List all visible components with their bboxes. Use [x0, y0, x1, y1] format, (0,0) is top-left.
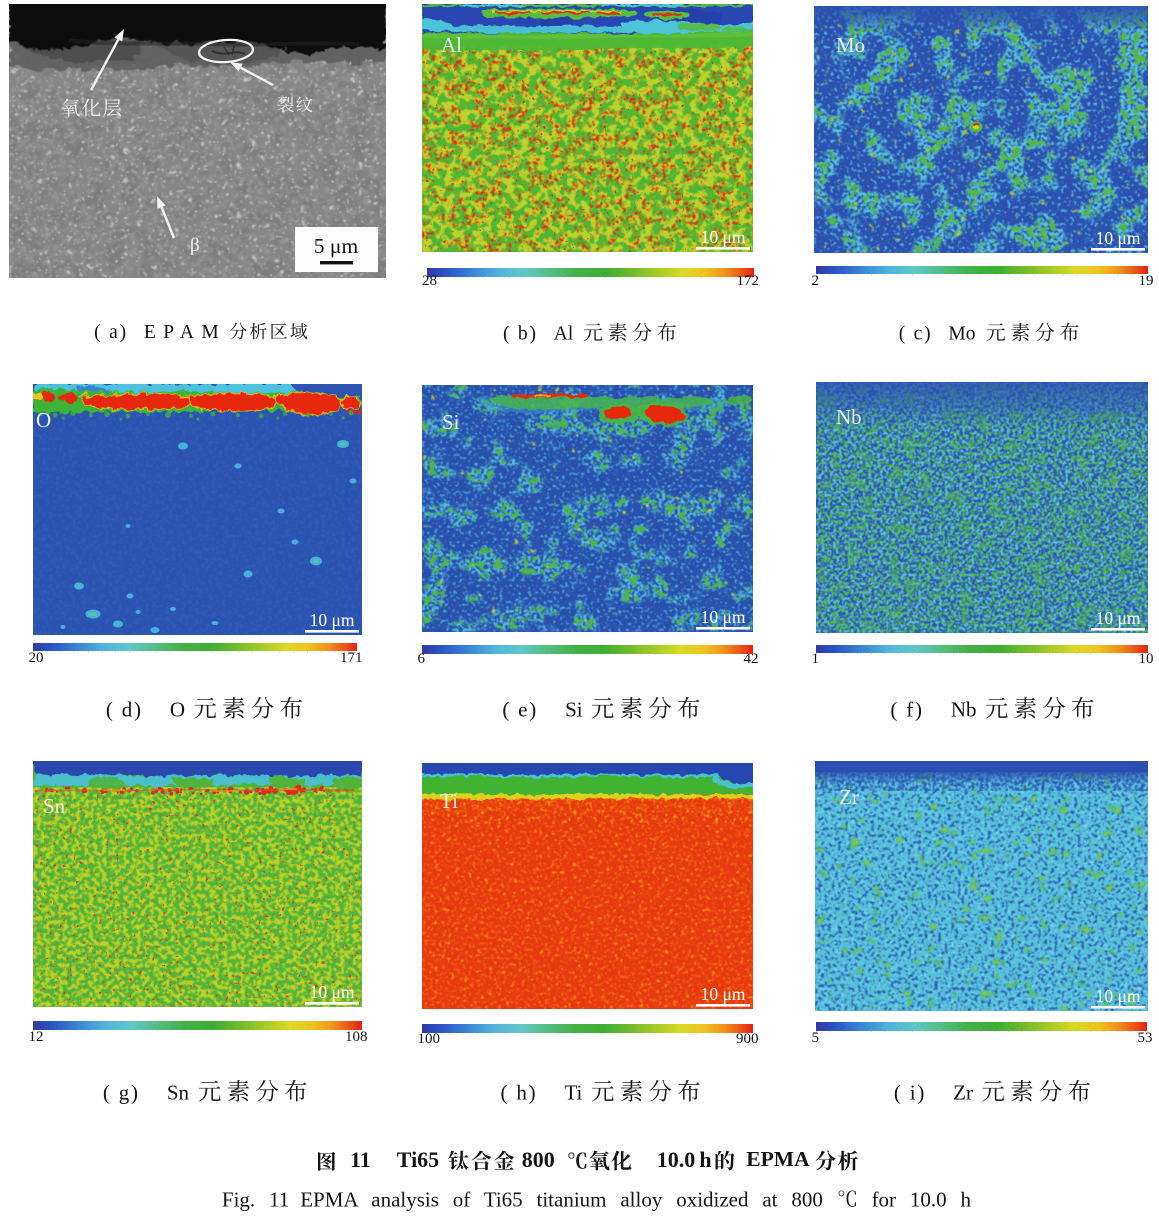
svg-text:Al: Al	[441, 33, 462, 57]
svg-text:β: β	[190, 235, 200, 256]
svg-text:5 μm: 5 μm	[314, 234, 359, 258]
svg-text:10 μm: 10 μm	[1096, 986, 1141, 1006]
svg-text:Nb: Nb	[836, 405, 862, 429]
svg-text:Ti: Ti	[440, 789, 458, 813]
svg-text:10 μm: 10 μm	[701, 607, 746, 627]
svg-text:10 μm: 10 μm	[310, 610, 355, 630]
svg-text:Sn: Sn	[43, 794, 66, 818]
svg-text:O: O	[36, 408, 51, 432]
svg-text:10 μm: 10 μm	[701, 984, 746, 1004]
svg-text:Si: Si	[442, 410, 460, 434]
svg-text:10 μm: 10 μm	[1096, 608, 1141, 628]
svg-text:Zr: Zr	[839, 785, 859, 809]
svg-text:10 μm: 10 μm	[1096, 228, 1141, 248]
svg-text:10 μm: 10 μm	[310, 982, 355, 1002]
svg-text:10 μm: 10 μm	[701, 227, 746, 247]
svg-text:Mo: Mo	[836, 33, 865, 57]
